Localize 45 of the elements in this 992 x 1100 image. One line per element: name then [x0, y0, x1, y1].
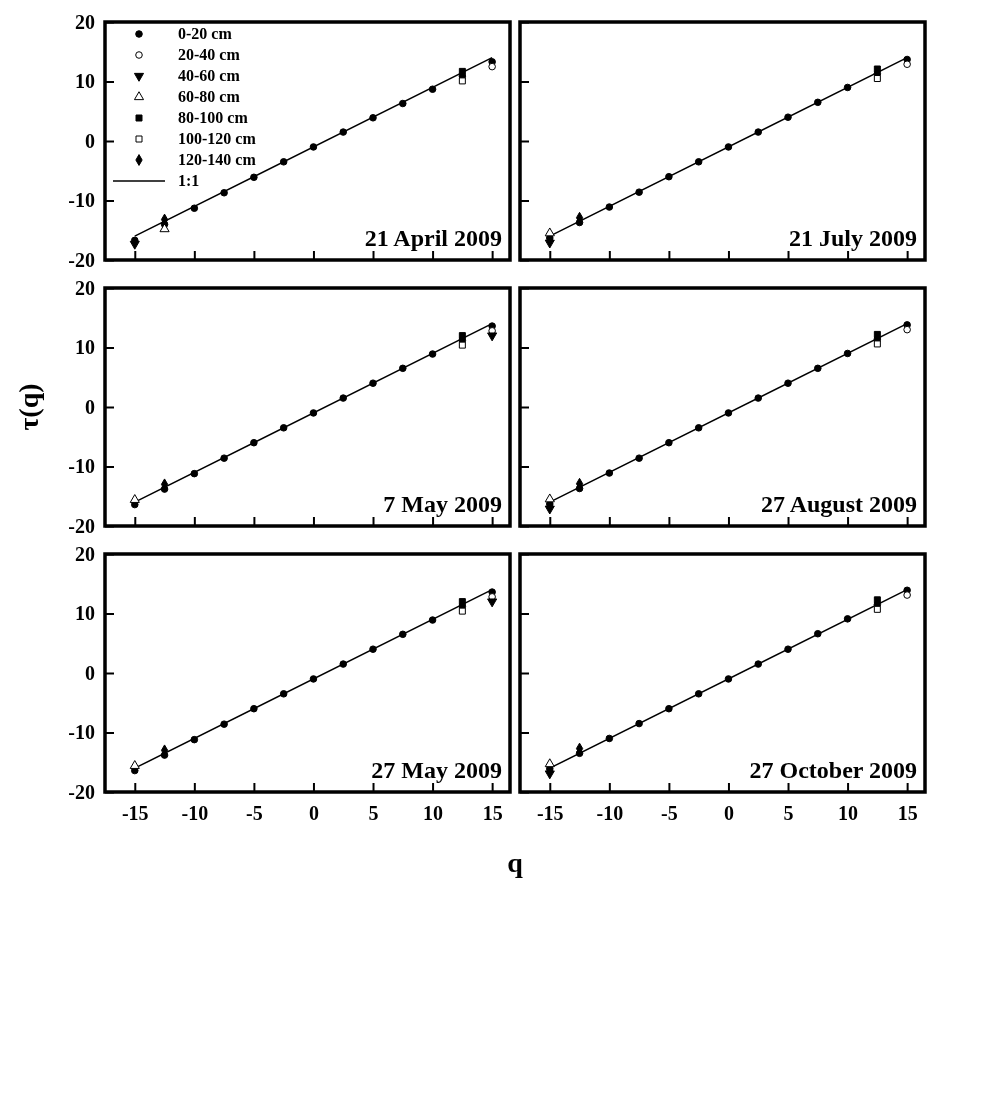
x-tick-label: 10	[423, 802, 444, 825]
x-tick-label: -15	[536, 802, 564, 825]
text: 21 July 2009	[788, 225, 917, 251]
text: 27 August 2009	[760, 491, 917, 517]
x-tick-label: 0	[723, 802, 734, 825]
y-tick-label: -20	[68, 248, 95, 271]
y-tick-label: 0	[85, 661, 95, 684]
x-tick-label: -10	[596, 802, 624, 825]
y-tick-label: 10	[75, 336, 95, 359]
legend-label: 120-140 cm	[178, 151, 257, 168]
y-tick-label: -10	[68, 189, 95, 212]
y-tick-label: 10	[75, 70, 95, 93]
y-tick-label: -10	[68, 455, 95, 478]
text: 27 May 2009	[371, 757, 502, 783]
y-tick-label: 10	[75, 602, 95, 625]
x-tick-label: 5	[783, 802, 794, 825]
y-tick-label: 20	[75, 276, 95, 299]
text: 27 October 2009	[749, 757, 917, 783]
y-tick-label: 0	[85, 129, 95, 152]
y-tick-label: 20	[75, 542, 95, 565]
legend-label: 40-60 cm	[178, 67, 241, 84]
x-tick-label: 5	[368, 802, 379, 825]
text: 21 April 2009	[364, 225, 502, 251]
y-tick-label: -20	[68, 514, 95, 537]
x-tick-label: -5	[661, 802, 678, 825]
x-axis-title: q	[507, 847, 524, 878]
legend-label: 100-120 cm	[178, 130, 257, 147]
y-tick-label: 0	[85, 395, 95, 418]
text: 7 May 2009	[383, 491, 502, 517]
x-tick-label: -15	[121, 802, 149, 825]
legend-label: 20-40 cm	[178, 46, 241, 63]
x-tick-label: 15	[897, 802, 918, 825]
y-tick-label: -10	[68, 721, 95, 744]
x-tick-label: 10	[838, 802, 859, 825]
y-axis-title: τ(q)	[13, 383, 44, 431]
y-tick-label: -20	[68, 780, 95, 803]
x-tick-label: 0	[308, 802, 319, 825]
x-tick-label: 15	[482, 802, 503, 825]
legend-label: 1:1	[178, 172, 200, 189]
y-tick-label: 20	[75, 10, 95, 33]
x-tick-label: -10	[181, 802, 209, 825]
legend-label: 80-100 cm	[178, 109, 249, 126]
x-tick-label: -5	[246, 802, 263, 825]
legend-label: 0-20 cm	[178, 25, 233, 42]
legend-label: 60-80 cm	[178, 88, 241, 105]
